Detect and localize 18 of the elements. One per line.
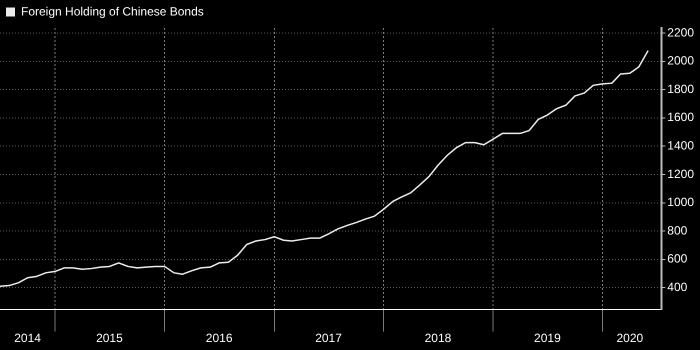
y-tick-label: 400 bbox=[667, 280, 688, 294]
y-tick-label: 1800 bbox=[667, 82, 694, 96]
y-tick-label: 2000 bbox=[667, 54, 694, 68]
y-tick-label: 800 bbox=[667, 223, 688, 238]
y-tick-label: 600 bbox=[667, 252, 688, 266]
x-tick-label: 2017 bbox=[315, 331, 342, 346]
y-tick-label: 1200 bbox=[667, 166, 694, 181]
y-tick-label: 1400 bbox=[667, 138, 694, 152]
y-tick-label: 2200 bbox=[667, 25, 694, 40]
x-tick-label: 2016 bbox=[206, 331, 233, 346]
x-tick-label: 2015 bbox=[96, 331, 124, 346]
x-tick-label: 2018 bbox=[424, 331, 452, 346]
y-tick-label: 1000 bbox=[667, 195, 694, 210]
y-tick-label: 1600 bbox=[667, 110, 694, 124]
legend-label: Foreign Holding of Chinese Bonds bbox=[21, 4, 204, 18]
x-tick-label: 2019 bbox=[534, 331, 562, 346]
x-tick-label: 2014 bbox=[14, 331, 42, 346]
x-tick-label: 2020 bbox=[616, 331, 644, 346]
